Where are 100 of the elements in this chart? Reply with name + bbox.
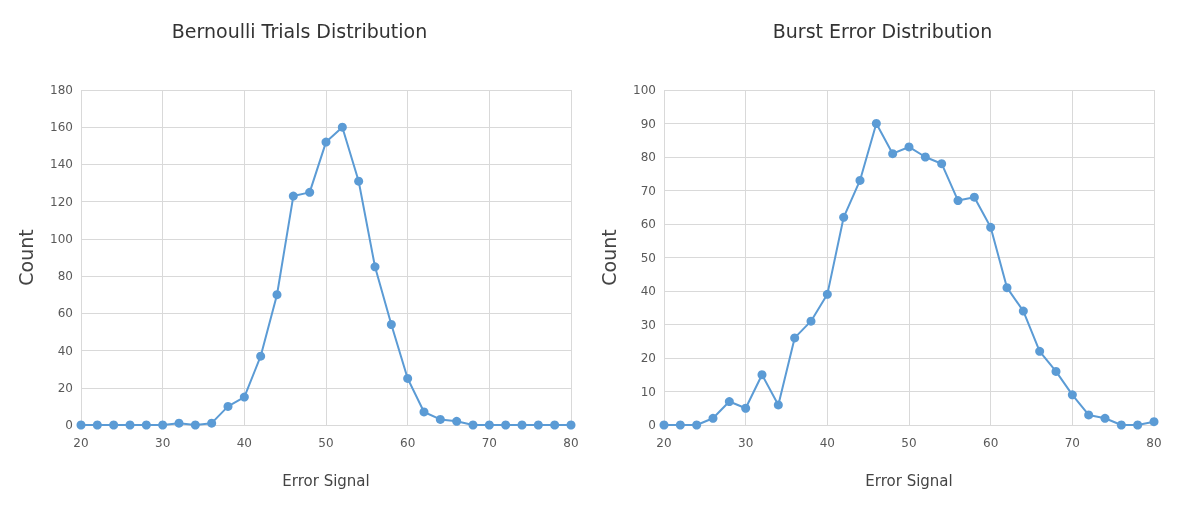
y-tick-label: 140: [50, 157, 73, 172]
point: [288, 191, 298, 201]
point: [484, 420, 494, 430]
point: [223, 401, 233, 411]
point: [708, 413, 718, 423]
point: [76, 420, 86, 430]
point: [741, 403, 751, 413]
point: [517, 420, 527, 430]
point: [207, 418, 217, 428]
point: [1035, 346, 1045, 356]
point: [256, 351, 266, 361]
point: [986, 222, 996, 232]
point: [1084, 410, 1094, 420]
y-tick-label: 60: [57, 306, 73, 321]
point: [468, 420, 478, 430]
point: [953, 196, 963, 206]
x-tick-label: 70: [481, 436, 497, 450]
y-tick-label: 120: [50, 194, 73, 209]
x-tick-label: 40: [819, 436, 835, 450]
point: [354, 176, 364, 186]
y-tick-label: 50: [640, 250, 656, 265]
y-tick-label: 100: [633, 83, 656, 97]
point: [790, 333, 800, 343]
y-tick-label: 30: [640, 317, 656, 332]
point: [435, 414, 445, 424]
x-tick-label: 80: [1146, 436, 1162, 450]
y-tick-label: 60: [640, 217, 656, 231]
x-tick-label: 60: [400, 436, 416, 450]
point: [190, 420, 200, 430]
point: [724, 397, 734, 407]
y-tick-label: 40: [57, 343, 73, 358]
point: [272, 290, 282, 300]
y-tick-label: 100: [50, 231, 73, 246]
y-tick-label: 180: [50, 83, 73, 97]
x-tick-label: 30: [738, 436, 754, 450]
point: [141, 420, 151, 430]
x-tick-label: 30: [155, 436, 171, 450]
point: [174, 418, 184, 428]
point: [969, 192, 979, 202]
point: [822, 289, 832, 299]
point: [1002, 283, 1012, 293]
x-axis-title: Error Signal: [865, 471, 953, 490]
point: [904, 142, 914, 152]
point: [659, 420, 669, 430]
point: [109, 420, 119, 430]
point: [806, 316, 816, 326]
x-tick-label: 20: [656, 436, 672, 450]
point: [1133, 420, 1143, 430]
y-tick-label: 40: [640, 284, 656, 298]
point: [550, 420, 560, 430]
point: [1051, 366, 1061, 376]
point: [370, 262, 380, 272]
point: [501, 420, 511, 430]
point: [855, 175, 865, 185]
x-tick-label: 40: [236, 436, 252, 450]
point: [888, 149, 898, 159]
x-tick-label: 20: [73, 436, 89, 450]
point: [452, 416, 462, 426]
y-tick-label: 20: [640, 351, 656, 365]
point: [239, 392, 249, 402]
point: [1149, 417, 1159, 427]
y-axis-title: Count: [597, 229, 620, 286]
chart-title: Bernoulli Trials Distribution: [171, 19, 428, 42]
point: [871, 119, 881, 128]
point: [403, 373, 413, 383]
point: [566, 420, 576, 430]
point: [321, 137, 331, 147]
x-axis-title: Error Signal: [282, 471, 370, 490]
point: [839, 212, 849, 222]
chart-title: Burst Error Distribution: [772, 19, 993, 42]
x-tick-label: 50: [318, 436, 334, 450]
y-tick-label: 80: [640, 150, 656, 164]
point: [1116, 420, 1126, 430]
x-tick-label: 60: [983, 436, 999, 450]
point: [675, 420, 685, 430]
y-tick-label: 80: [57, 269, 73, 284]
y-tick-label: 90: [640, 116, 656, 131]
point: [386, 320, 396, 329]
point: [125, 420, 135, 430]
x-tick-label: 50: [901, 436, 917, 450]
point: [1067, 390, 1077, 400]
point: [1018, 306, 1028, 316]
y-tick-label: 70: [640, 183, 656, 198]
x-tick-label: 80: [563, 436, 579, 450]
y-tick-label: 10: [640, 384, 656, 399]
point: [533, 420, 543, 430]
point: [1100, 413, 1110, 423]
x-tick-label: 70: [1064, 436, 1080, 450]
point: [757, 370, 767, 380]
point: [419, 407, 429, 417]
y-axis-title: Count: [14, 229, 37, 286]
point: [305, 187, 315, 197]
y-tick-label: 20: [57, 380, 73, 395]
point: [773, 400, 783, 410]
point: [158, 420, 168, 430]
point: [937, 159, 947, 169]
point: [920, 152, 930, 162]
point: [337, 122, 347, 132]
y-tick-label: 0: [65, 418, 73, 432]
point: [692, 420, 702, 430]
